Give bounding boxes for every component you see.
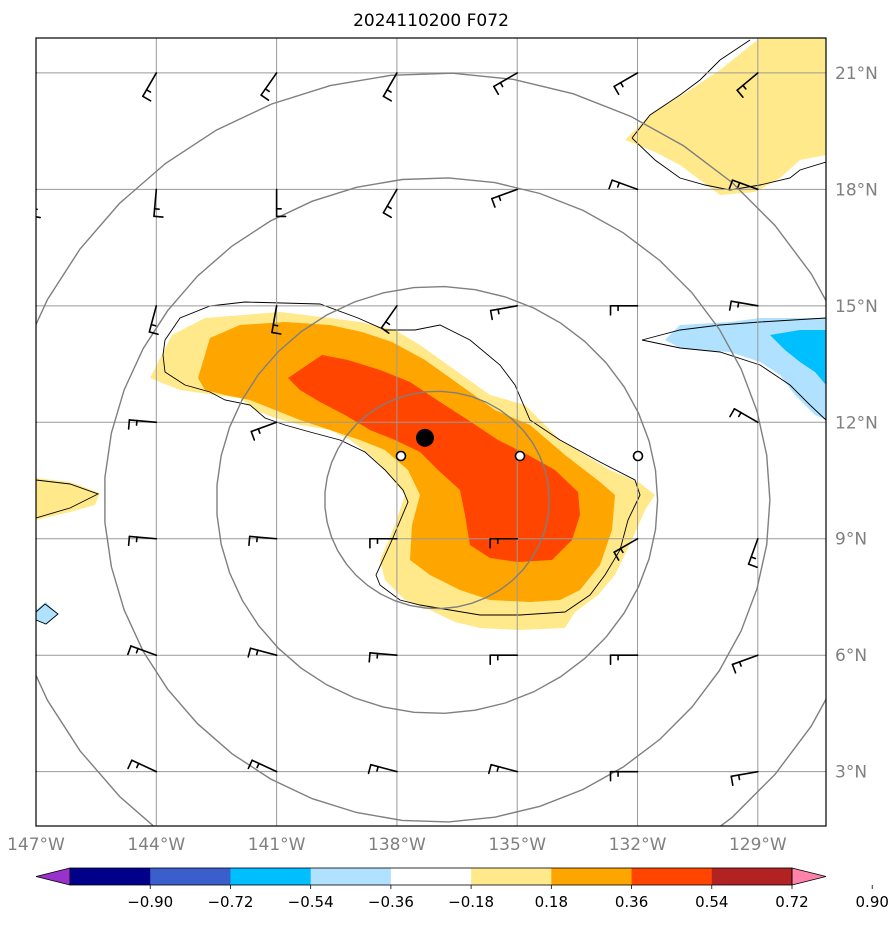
ring-marker: [397, 452, 406, 461]
wind-barb-flag: [27, 98, 35, 101]
longitude-label: 132°W: [609, 835, 667, 855]
colorbar-tick-label: −0.90: [127, 893, 173, 911]
colorbar-segment: [632, 868, 713, 885]
latitude-label: 6°N: [835, 646, 867, 666]
wind-barb-shaft: [13, 306, 36, 320]
longitude-label: 141°W: [248, 835, 306, 855]
wind-barb-half-flag: [257, 650, 258, 654]
wind-barb-half-flag: [738, 302, 739, 306]
wind-barb-flag: [369, 653, 370, 662]
colorbar-segment: [150, 868, 231, 885]
colorbar-segment: [471, 868, 552, 885]
colorbar-tick-label: −0.36: [368, 893, 414, 911]
wind-barb-flag: [249, 536, 250, 545]
ring-marker: [516, 452, 525, 461]
colorbar: −0.90 −0.72 −0.54 −0.36 −0.18 0.18 0.36 0.54 0.7…: [36, 868, 889, 911]
longitude-label: 129°W: [729, 835, 787, 855]
latitude-label: 3°N: [835, 763, 867, 783]
wind-barb-shaft: [10, 648, 36, 655]
colorbar-segment: [712, 868, 793, 885]
wind-barb-half-flag: [498, 309, 499, 313]
wind-barb-half-flag: [273, 325, 277, 326]
colorbar-extend-high: [792, 868, 826, 885]
colorbar-segment: [311, 868, 392, 885]
wind-barb-flag: [13, 319, 17, 327]
latitude-label: 15°N: [835, 297, 878, 317]
wind-barb-half-flag: [151, 325, 155, 326]
latitude-label: 21°N: [835, 64, 878, 84]
colorbar-segment: [70, 868, 151, 885]
wind-barb-shaft: [27, 73, 36, 98]
wind-barb-half-flag: [739, 775, 740, 779]
figure-title: 2024110200 F072: [353, 11, 509, 31]
longitude-label: 147°W: [7, 835, 65, 855]
colorbar-segment: [551, 868, 632, 885]
ring-marker: [634, 452, 643, 461]
longitude-label: 144°W: [127, 835, 185, 855]
wind-barb-half-flag: [29, 91, 33, 93]
storm-center-marker: [416, 429, 434, 447]
colorbar-tick-label: 0.72: [775, 893, 808, 911]
wind-barb-flag: [8, 648, 10, 657]
colorbar-tick-label: 0.36: [615, 893, 648, 911]
colorbar-tick-label: −0.54: [288, 893, 334, 911]
longitude-label: 135°W: [488, 835, 546, 855]
latitude-label: 12°N: [835, 413, 878, 433]
colorbar-tick-label: 0.54: [695, 893, 728, 911]
longitude-label: 138°W: [368, 835, 426, 855]
wind-barb-flag: [129, 536, 130, 545]
wind-barb-half-flag: [497, 767, 498, 771]
colorbar-segment: [230, 868, 311, 885]
colorbar-tick-label: −0.18: [448, 893, 494, 911]
wind-barb-flag: [154, 216, 163, 217]
colorbar-segment: [391, 868, 472, 885]
longitude-labels: 147°W 144°W 141°W 138°W 135°W 132°W 129°W: [7, 835, 787, 855]
wind-barb-half-flag: [19, 316, 21, 320]
colorbar-tick-label: 0.18: [535, 893, 568, 911]
colorbar-extend-low: [36, 868, 70, 885]
wind-barb-shaft: [31, 189, 36, 216]
wind-barb-flag: [129, 420, 130, 429]
latitude-labels: 3°N 6°N 9°N 12°N 15°N 18°N 21°N: [835, 64, 878, 783]
latitude-label: 18°N: [835, 180, 878, 200]
wind-barb-half-flag: [16, 650, 17, 654]
colorbar-tick-label: −0.72: [207, 893, 253, 911]
wind-barb-half-flag: [377, 767, 378, 771]
latitude-label: 9°N: [835, 530, 867, 550]
colorbar-tick-label: 0.90: [856, 893, 889, 911]
wind-barb-shaft: [11, 762, 36, 771]
wind-barb-half-flag: [16, 765, 18, 769]
wind-barb-flag: [8, 762, 11, 770]
